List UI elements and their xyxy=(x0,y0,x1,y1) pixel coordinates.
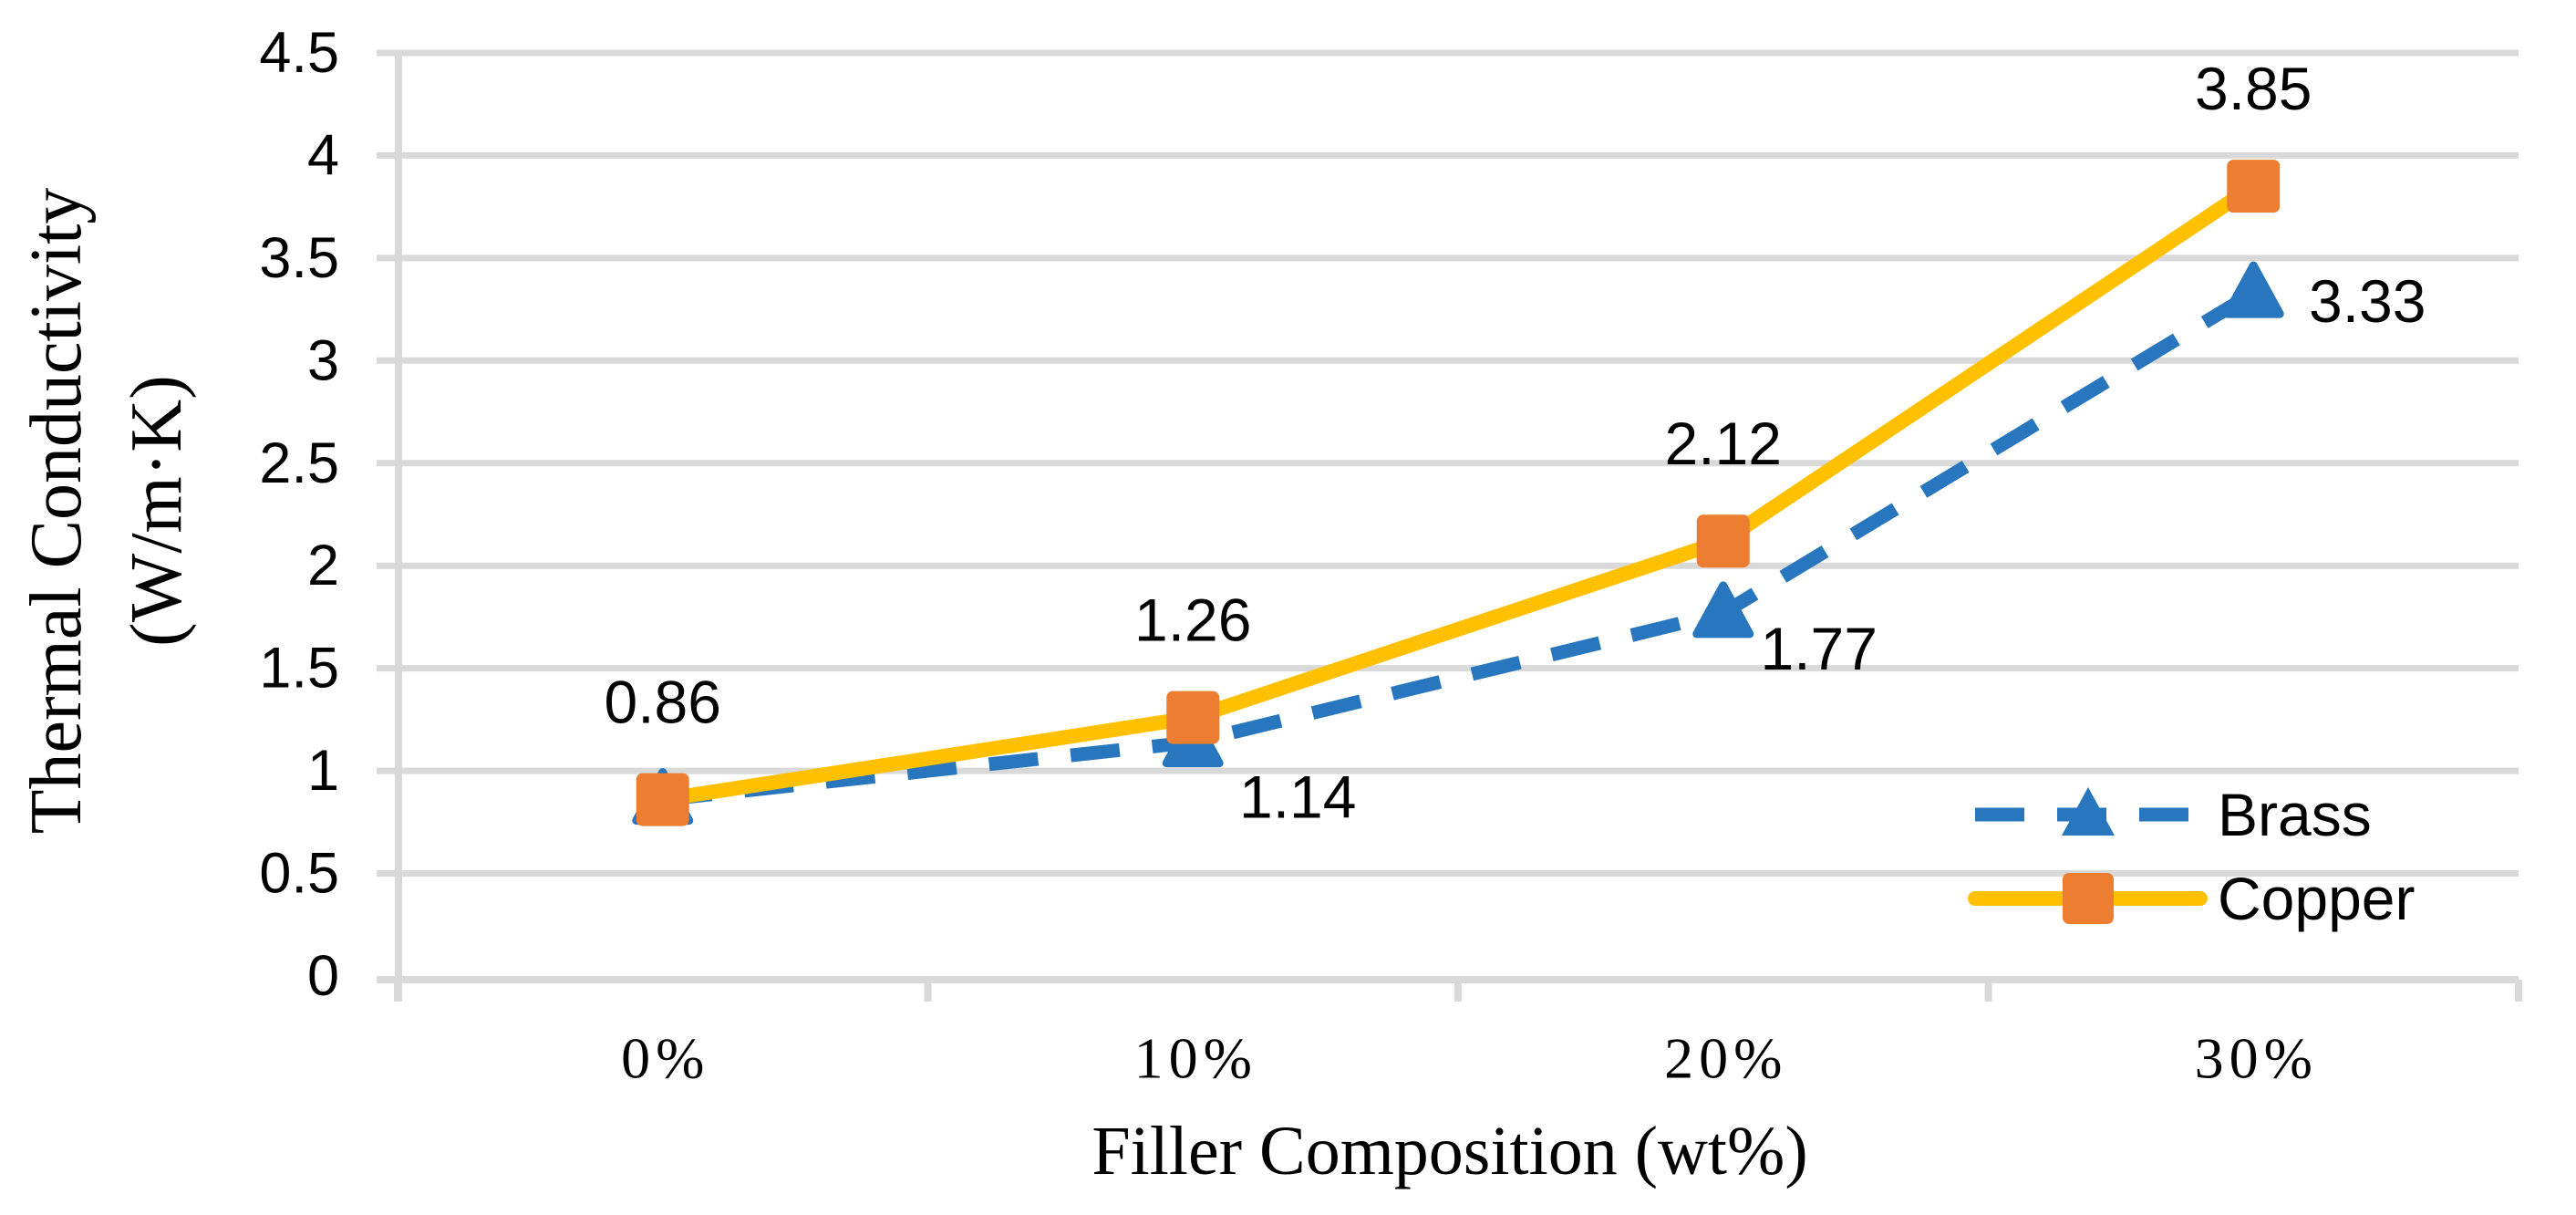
y-tick-label-4.5: 4.5 xyxy=(259,21,339,85)
x-tick-label-20%: 20% xyxy=(1664,1026,1787,1091)
copper-marker xyxy=(636,773,689,826)
brass-marker xyxy=(1692,581,1754,639)
data-label-brass-30%: 3.33 xyxy=(2309,267,2426,335)
y-tick-label-0: 0 xyxy=(307,944,339,1008)
data-label-copper-10%: 1.26 xyxy=(1134,587,1251,654)
x-tick-label-10%: 10% xyxy=(1134,1026,1257,1091)
legend-item-brass: Brass xyxy=(1975,781,2372,848)
brass-line xyxy=(661,286,2258,807)
legend-label-copper: Copper xyxy=(2218,865,2415,932)
x-tick-label-0%: 0% xyxy=(621,1026,709,1091)
y-axis-title-line2: (W/m·K) xyxy=(117,375,197,647)
y-tick-label-0.5: 0.5 xyxy=(259,842,339,906)
data-label-copper-0%: 0.86 xyxy=(605,669,721,736)
y-tick-label-3.5: 3.5 xyxy=(259,226,339,290)
copper-marker-icon xyxy=(2063,873,2114,924)
brass-marker-icon xyxy=(2062,787,2115,836)
x-axis-title: Filler Composition (wt%) xyxy=(1091,1113,1807,1189)
gridlines xyxy=(377,49,2519,878)
copper-marker xyxy=(2227,160,2281,213)
legend: Brass Copper xyxy=(1968,781,2415,932)
y-axis-title-line1: Thermal Conductivity xyxy=(16,188,97,835)
x-tick-label-30%: 30% xyxy=(2195,1026,2318,1091)
y-tick-label-4: 4 xyxy=(307,123,339,187)
copper-marker xyxy=(1696,514,1750,568)
y-tick-label-2.5: 2.5 xyxy=(259,431,339,495)
series-lines xyxy=(632,160,2284,826)
y-tick-label-1.5: 1.5 xyxy=(259,637,339,701)
y-tick-label-1: 1 xyxy=(307,739,339,803)
legend-item-copper: Copper xyxy=(1968,865,2415,932)
data-labels: 1.14 1.77 3.33 0.86 1.26 2.12 3.85 xyxy=(605,55,2426,830)
axes xyxy=(377,53,2522,1002)
legend-label-brass: Brass xyxy=(2218,781,2372,848)
y-axis-title: Thermal Conductivity (W/m·K) xyxy=(16,188,197,835)
copper-marker xyxy=(1166,691,1220,744)
tick-labels: 0 0.5 1 1.5 2 2.5 3 3.5 4 4.5 0% 10% 20% 30% xyxy=(259,21,2318,1091)
data-label-brass-20%: 1.77 xyxy=(1761,615,1878,682)
data-label-brass-10%: 1.14 xyxy=(1239,763,1356,831)
brass-marker xyxy=(2222,261,2284,318)
y-tick-label-3: 3 xyxy=(307,328,339,392)
data-label-copper-20%: 2.12 xyxy=(1665,410,1782,477)
data-label-copper-30%: 3.85 xyxy=(2195,55,2312,122)
copper-line xyxy=(655,179,2261,807)
y-tick-label-2: 2 xyxy=(307,534,339,597)
